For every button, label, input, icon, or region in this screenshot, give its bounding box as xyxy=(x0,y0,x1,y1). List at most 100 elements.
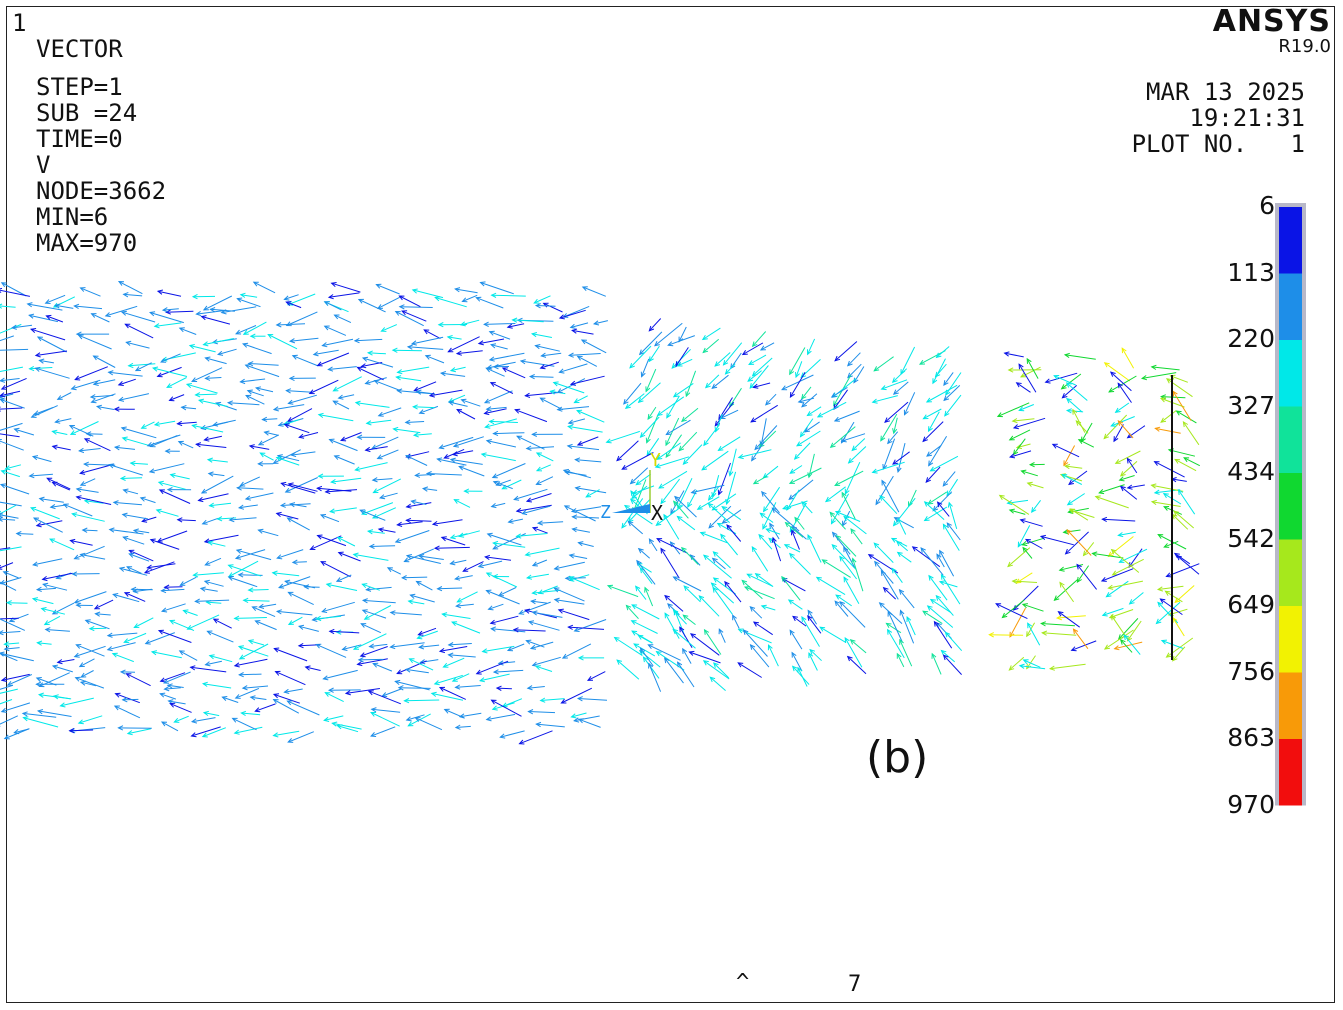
vector-arrowhead xyxy=(287,482,294,488)
vector-arrow xyxy=(899,589,915,609)
vector-arrowhead xyxy=(74,676,81,682)
vector-arrow xyxy=(1115,402,1130,413)
vector-arrow xyxy=(844,461,861,494)
vector-arrowhead xyxy=(788,494,795,501)
vector-arrow xyxy=(161,603,186,612)
vector-arrowhead xyxy=(781,575,787,582)
vector-arrow xyxy=(819,626,847,644)
vector-arrow xyxy=(363,599,396,604)
vector-arrow xyxy=(807,615,822,634)
vector-arrow xyxy=(237,487,264,490)
vector-arrow xyxy=(325,692,344,703)
vector-arrow xyxy=(1113,424,1124,442)
vector-arrow xyxy=(1127,484,1145,489)
vector-arrow xyxy=(577,355,598,367)
vector-arrow xyxy=(358,658,384,661)
vector-arrow xyxy=(743,629,768,657)
vector-arrowhead xyxy=(492,480,499,486)
vector-arrowhead xyxy=(166,383,173,388)
vector-arrow xyxy=(751,546,769,572)
vector-arrowhead xyxy=(899,638,904,645)
vector-arrowhead xyxy=(28,473,35,479)
vector-arrowhead xyxy=(249,695,256,701)
bottom-caret: ^ xyxy=(736,970,750,995)
vector-arrow xyxy=(9,613,29,622)
vector-arrowhead xyxy=(257,440,264,446)
vector-arrow xyxy=(407,346,444,350)
vector-arrowhead xyxy=(371,477,378,483)
vector-arrowhead xyxy=(327,294,334,300)
vector-arrowhead xyxy=(829,442,836,449)
vector-arrow xyxy=(412,289,444,299)
vector-arrowhead xyxy=(286,517,293,523)
vector-arrowhead xyxy=(648,538,654,545)
vector-arrow xyxy=(405,455,428,466)
vector-arrow xyxy=(1045,372,1078,383)
vector-arrow xyxy=(530,376,554,378)
vector-arrow xyxy=(362,583,380,591)
vector-arrow xyxy=(655,456,690,468)
vector-arrow xyxy=(484,390,513,404)
vector-arrowhead xyxy=(354,400,361,406)
vector-arrow xyxy=(801,501,813,514)
vector-arrow xyxy=(738,449,772,458)
vector-arrow xyxy=(141,421,155,429)
vector-arrowhead xyxy=(1118,558,1125,563)
vector-arrowhead xyxy=(573,398,580,404)
vector-arrow xyxy=(493,432,525,435)
vector-arrow xyxy=(177,519,196,522)
vector-arrowhead xyxy=(501,484,508,490)
vector-arrow xyxy=(397,521,423,526)
vector-arrowhead xyxy=(357,657,364,663)
plot-time: 19:21:31 xyxy=(1189,104,1305,132)
vector-arrow xyxy=(0,618,26,631)
vector-arrowhead xyxy=(201,519,208,525)
vector-arrow xyxy=(679,626,693,649)
vector-arrowhead xyxy=(708,522,714,529)
vector-arrowhead xyxy=(929,598,936,605)
vector-arrowhead xyxy=(121,512,128,518)
vector-arrow xyxy=(166,310,194,313)
vector-arrowhead xyxy=(689,633,696,639)
vector-arrowhead xyxy=(461,297,468,303)
vector-arrowhead xyxy=(995,603,1002,608)
vector-arrowhead xyxy=(368,643,375,649)
plot-number: PLOT NO. 1 xyxy=(1131,130,1305,158)
color-legend-label: 6 xyxy=(1259,191,1275,220)
vector-arrow xyxy=(681,547,699,565)
vector-arrowhead xyxy=(1177,489,1184,495)
vector-arrow xyxy=(252,606,276,618)
vector-arrowhead xyxy=(244,364,251,370)
vector-arrowhead xyxy=(1105,592,1112,598)
vector-arrow xyxy=(242,685,269,689)
vector-arrowhead xyxy=(1101,516,1108,523)
vector-arrowhead xyxy=(372,488,379,494)
vector-arrowhead xyxy=(433,680,440,686)
vector-arrow xyxy=(536,305,556,307)
vector-arrowhead xyxy=(257,528,264,534)
vector-arrow xyxy=(207,630,234,643)
vector-arrowhead xyxy=(236,297,243,303)
vector-arrowhead xyxy=(139,496,146,502)
vector-arrowhead xyxy=(486,532,493,538)
vector-arrowhead xyxy=(1176,554,1182,561)
vector-arrow xyxy=(884,401,909,423)
vector-arrowhead xyxy=(177,440,184,446)
vector-arrow xyxy=(535,345,560,352)
color-legend-label: 970 xyxy=(1227,789,1275,819)
vector-arrowhead xyxy=(460,398,467,404)
vector-arrow xyxy=(631,620,658,634)
vector-arrowhead xyxy=(938,580,945,586)
vector-arrowhead xyxy=(728,470,734,477)
vector-arrow xyxy=(1061,474,1083,485)
vector-arrowhead xyxy=(834,600,840,607)
vector-arrow xyxy=(397,390,432,395)
vector-arrowhead xyxy=(447,642,454,648)
vector-arrow xyxy=(333,376,362,392)
vector-arrowhead xyxy=(702,347,709,354)
vector-arrowhead xyxy=(73,652,80,658)
vector-arrow xyxy=(243,599,270,602)
vector-arrowhead xyxy=(254,707,261,713)
vector-arrow xyxy=(0,407,23,410)
vector-arrowhead xyxy=(523,608,531,614)
